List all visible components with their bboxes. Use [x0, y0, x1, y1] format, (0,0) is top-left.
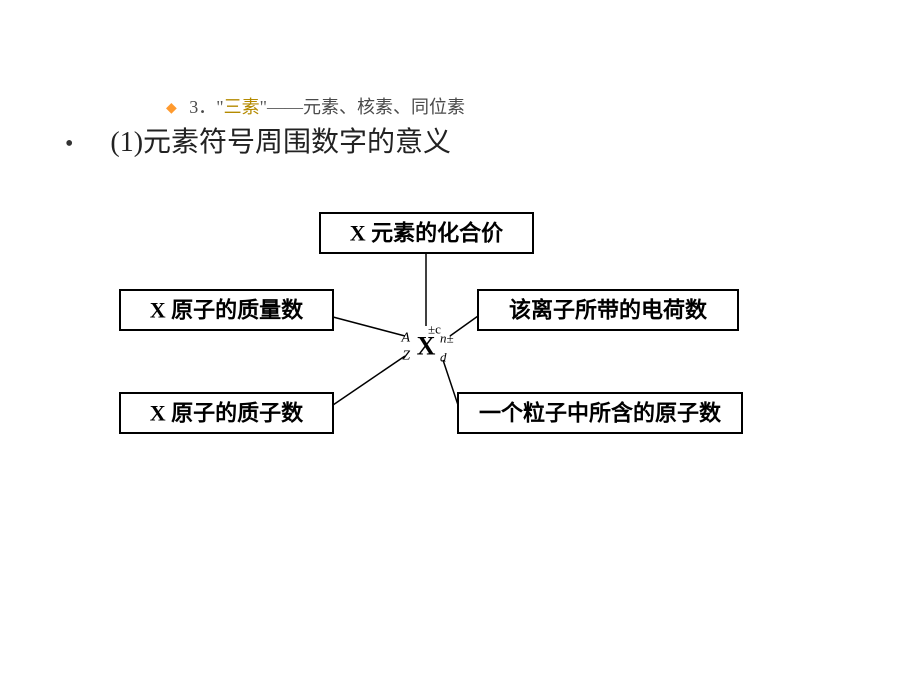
bullet-icon: ◆ — [166, 101, 177, 116]
slide: ◆ 3．"三素"——元素、核素、同位素 • (1)元素符号周围数字的意义 X 元… — [0, 0, 920, 690]
label-text-charge: 该离子所带的电荷数 — [509, 298, 708, 323]
element-symbol-diagram: X 元素的化合价 X 原子的质量数 该离子所带的电荷数 X 原子的质子数 一个粒子中所含… — [98, 203, 762, 469]
connector-line — [333, 317, 405, 336]
label-text-mass_number: X 原子的质量数 — [150, 298, 304, 323]
element-symbol: XAZ±cn±d — [400, 322, 453, 365]
label-text-proton: X 原子的质子数 — [150, 401, 304, 426]
quote-open: " — [216, 97, 223, 117]
heading-number: 3． — [189, 97, 216, 117]
heading-rest: 元素、核素、同位素 — [303, 97, 465, 117]
svg-text:d: d — [440, 350, 447, 365]
heading-highlight: 三素 — [224, 97, 260, 117]
svg-text:Z: Z — [402, 349, 410, 364]
connector-line — [333, 356, 405, 405]
svg-text:A: A — [400, 331, 410, 346]
subheading-line: • (1)元素符号周围数字的意义 — [65, 120, 451, 160]
subheading-text: (1)元素符号周围数字的意义 — [110, 127, 451, 158]
connector-line — [443, 360, 458, 405]
connector-line — [450, 316, 478, 336]
heading-line: ◆ 3．"三素"——元素、核素、同位素 — [166, 93, 465, 119]
label-text-atom_count: 一个粒子中所含的原子数 — [479, 401, 722, 426]
svg-text:n±: n± — [440, 331, 454, 346]
quote-rest: "—— — [260, 97, 303, 117]
bullet-small-icon: • — [65, 131, 73, 157]
label-text-valence: X 元素的化合价 — [350, 221, 504, 246]
